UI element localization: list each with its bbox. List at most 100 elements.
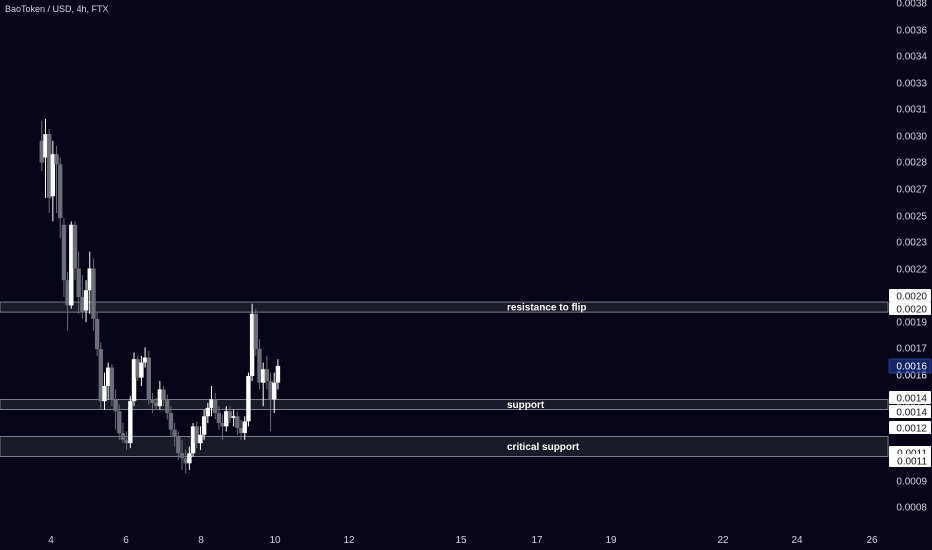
candle-body — [58, 164, 63, 219]
candle — [39, 120, 44, 171]
candle-body — [146, 357, 151, 400]
candle-body — [43, 134, 48, 158]
candle — [61, 218, 67, 297]
candle-body — [224, 411, 229, 427]
candle — [194, 421, 199, 449]
candle — [142, 347, 148, 368]
candle-body — [65, 280, 70, 306]
candle — [168, 406, 174, 437]
candle — [216, 406, 222, 430]
candle — [87, 251, 92, 314]
candle — [128, 396, 133, 449]
candle — [72, 221, 78, 281]
candle — [220, 414, 225, 440]
candle — [43, 118, 48, 198]
candle-body — [194, 426, 199, 444]
candle — [150, 392, 155, 413]
candle-body — [179, 453, 185, 459]
candle-body — [131, 359, 137, 402]
candle — [54, 145, 59, 213]
candle — [249, 303, 255, 381]
candle — [264, 355, 270, 390]
candle-body — [272, 382, 277, 400]
candle — [227, 406, 233, 423]
candle-body — [168, 412, 174, 430]
price-tag-box — [889, 391, 931, 404]
candle-body — [113, 399, 118, 412]
price-tick-label: 0.0023 — [896, 238, 927, 249]
candle-body — [264, 369, 270, 381]
time-tick-label: 6 — [123, 535, 129, 546]
candle-body — [80, 297, 85, 313]
candle — [224, 406, 229, 432]
candle-body — [242, 421, 247, 434]
candle-body — [94, 318, 100, 350]
price-tick-label: 0.0008 — [896, 503, 927, 514]
candle-body — [249, 313, 255, 376]
candle — [238, 419, 244, 440]
candle-body — [69, 224, 74, 306]
candle-body — [183, 458, 188, 464]
candle-body — [176, 436, 181, 454]
price-tag-box — [889, 302, 931, 315]
candle — [105, 362, 111, 400]
candle-body — [157, 389, 163, 407]
candle-body — [46, 134, 52, 198]
time-axis[interactable]: 4 6 8 10 12 15 17 19 22 24 26 — [48, 535, 878, 546]
time-tick-label: 17 — [531, 535, 543, 546]
zone-labels-layer: resistance to flip support critical suppor… — [507, 303, 586, 453]
price-tag-box — [889, 454, 931, 467]
candle — [58, 157, 63, 239]
time-tick-label: 10 — [269, 535, 281, 546]
price-tick-label: 0.0030 — [896, 132, 927, 143]
time-tick-label: 26 — [866, 535, 878, 546]
candle-body — [216, 412, 222, 423]
candle — [275, 359, 281, 390]
candle-body — [213, 399, 218, 413]
candle — [213, 392, 218, 420]
candle-body — [257, 349, 262, 383]
candle — [253, 308, 258, 356]
candle-body — [165, 399, 170, 413]
candle-body — [198, 434, 203, 444]
candle-body — [120, 433, 126, 440]
candle — [131, 352, 137, 407]
candle — [165, 394, 170, 420]
chart-title: BaoToken / USD, 4h, FTX — [5, 4, 109, 14]
candle-body — [238, 428, 244, 434]
candle — [235, 411, 240, 435]
zone-layer — [0, 301, 889, 458]
zone-box — [0, 301, 889, 313]
candles-layer — [39, 118, 281, 474]
candle-body — [124, 439, 129, 444]
price-axis[interactable]: 0.00080.00090.00110.00120.00140.00150.00… — [888, 0, 932, 514]
candle-body — [187, 453, 192, 464]
price-tag-label: 0.0020 — [896, 305, 927, 316]
price-tick-label: 0.0036 — [896, 26, 927, 37]
candle-body — [105, 367, 111, 387]
zone-label: support — [507, 400, 545, 411]
candle-body — [50, 154, 56, 197]
candle-body — [83, 290, 89, 311]
zone-box — [0, 399, 889, 410]
candle-body — [61, 224, 67, 281]
price-tick-label: 0.0031 — [896, 105, 927, 116]
price-tick-label: 0.0025 — [896, 212, 927, 223]
price-tag-label: 0.0011 — [897, 457, 927, 468]
candle-body — [128, 401, 133, 444]
candle-body — [253, 313, 258, 350]
candle — [120, 423, 126, 444]
candle-body — [109, 367, 115, 400]
candle — [198, 426, 203, 450]
zone-label: critical support — [507, 442, 580, 453]
candle-body — [205, 407, 211, 417]
candle — [91, 258, 96, 331]
price-tick-label: 0.0022 — [896, 265, 927, 276]
candle-body — [72, 224, 78, 269]
candle — [260, 362, 266, 407]
candle — [46, 129, 52, 213]
candle-body — [153, 402, 159, 407]
candle — [139, 355, 144, 387]
time-tick-label: 15 — [455, 535, 467, 546]
